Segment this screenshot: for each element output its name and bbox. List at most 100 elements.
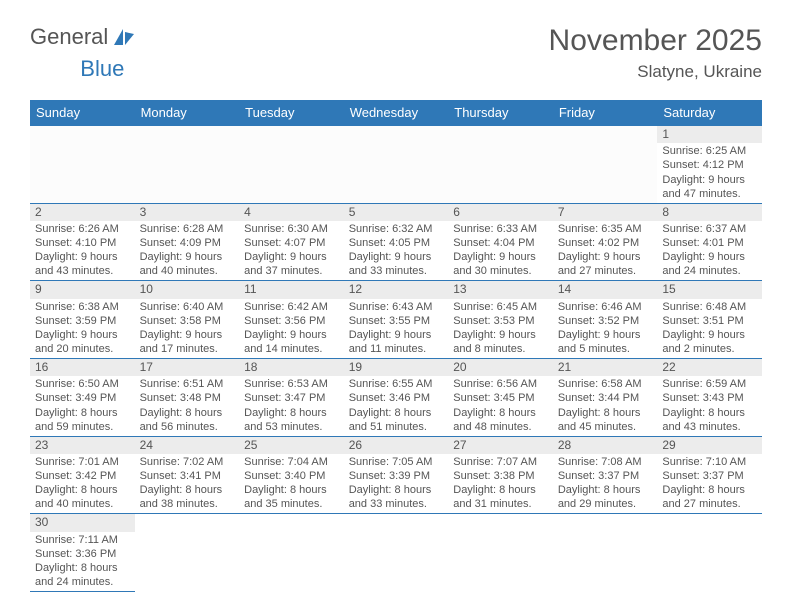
- daylight: Daylight: 9 hours and 8 minutes.: [453, 328, 548, 356]
- daylight: Daylight: 8 hours and 45 minutes.: [558, 406, 653, 434]
- daylight: Daylight: 9 hours and 37 minutes.: [244, 250, 339, 278]
- dow-header: Sunday: [30, 100, 135, 126]
- day-body: Sunrise: 6:56 AMSunset: 3:45 PMDaylight:…: [448, 376, 553, 435]
- calendar-cell: 1Sunrise: 6:25 AMSunset: 4:12 PMDaylight…: [657, 126, 762, 204]
- day-number: 25: [239, 437, 344, 454]
- calendar: SundayMondayTuesdayWednesdayThursdayFrid…: [30, 100, 762, 592]
- day-number: 5: [344, 204, 449, 221]
- sunrise: Sunrise: 6:51 AM: [140, 377, 235, 391]
- daylight: Daylight: 8 hours and 56 minutes.: [140, 406, 235, 434]
- sunset: Sunset: 3:40 PM: [244, 469, 339, 483]
- day-body: Sunrise: 6:26 AMSunset: 4:10 PMDaylight:…: [30, 221, 135, 280]
- day-body: Sunrise: 6:45 AMSunset: 3:53 PMDaylight:…: [448, 299, 553, 358]
- sunset: Sunset: 3:53 PM: [453, 314, 548, 328]
- sunrise: Sunrise: 6:55 AM: [349, 377, 444, 391]
- daylight: Daylight: 9 hours and 11 minutes.: [349, 328, 444, 356]
- calendar-cell-blank: ....: [239, 514, 344, 592]
- calendar-cell: 15Sunrise: 6:48 AMSunset: 3:51 PMDayligh…: [657, 281, 762, 359]
- day-number: 11: [239, 281, 344, 298]
- day-number: 1: [657, 126, 762, 143]
- calendar-cell-blank: [135, 126, 240, 204]
- daylight: Daylight: 8 hours and 53 minutes.: [244, 406, 339, 434]
- calendar-cell: 20Sunrise: 6:56 AMSunset: 3:45 PMDayligh…: [448, 359, 553, 437]
- daylight: Daylight: 9 hours and 2 minutes.: [662, 328, 757, 356]
- day-body: Sunrise: 6:35 AMSunset: 4:02 PMDaylight:…: [553, 221, 658, 280]
- day-body: Sunrise: 6:33 AMSunset: 4:04 PMDaylight:…: [448, 221, 553, 280]
- day-number: 12: [344, 281, 449, 298]
- day-body: Sunrise: 6:40 AMSunset: 3:58 PMDaylight:…: [135, 299, 240, 358]
- sunrise: Sunrise: 6:33 AM: [453, 222, 548, 236]
- sunset: Sunset: 4:04 PM: [453, 236, 548, 250]
- daylight: Daylight: 9 hours and 17 minutes.: [140, 328, 235, 356]
- sunset: Sunset: 3:38 PM: [453, 469, 548, 483]
- calendar-cell: 29Sunrise: 7:10 AMSunset: 3:37 PMDayligh…: [657, 436, 762, 514]
- calendar-cell: 11Sunrise: 6:42 AMSunset: 3:56 PMDayligh…: [239, 281, 344, 359]
- day-number: 19: [344, 359, 449, 376]
- daylight: Daylight: 9 hours and 33 minutes.: [349, 250, 444, 278]
- daylight: Daylight: 8 hours and 24 minutes.: [35, 561, 130, 589]
- sunset: Sunset: 3:37 PM: [558, 469, 653, 483]
- dow-header: Friday: [553, 100, 658, 126]
- daylight: Daylight: 9 hours and 43 minutes.: [35, 250, 130, 278]
- calendar-cell: 16Sunrise: 6:50 AMSunset: 3:49 PMDayligh…: [30, 359, 135, 437]
- daylight: Daylight: 8 hours and 29 minutes.: [558, 483, 653, 511]
- sunset: Sunset: 3:46 PM: [349, 391, 444, 405]
- day-number: 4: [239, 204, 344, 221]
- dow-header: Tuesday: [239, 100, 344, 126]
- calendar-cell: 6Sunrise: 6:33 AMSunset: 4:04 PMDaylight…: [448, 203, 553, 281]
- day-number: 10: [135, 281, 240, 298]
- sunrise: Sunrise: 6:40 AM: [140, 300, 235, 314]
- day-number: 17: [135, 359, 240, 376]
- day-number: 18: [239, 359, 344, 376]
- sunset: Sunset: 3:58 PM: [140, 314, 235, 328]
- calendar-cell: 9Sunrise: 6:38 AMSunset: 3:59 PMDaylight…: [30, 281, 135, 359]
- sunset: Sunset: 4:07 PM: [244, 236, 339, 250]
- sunrise: Sunrise: 7:11 AM: [35, 533, 130, 547]
- calendar-cell-blank: ....: [657, 514, 762, 592]
- daylight: Daylight: 8 hours and 48 minutes.: [453, 406, 548, 434]
- sunrise: Sunrise: 6:25 AM: [662, 144, 757, 158]
- calendar-cell: 26Sunrise: 7:05 AMSunset: 3:39 PMDayligh…: [344, 436, 449, 514]
- daylight: Daylight: 9 hours and 5 minutes.: [558, 328, 653, 356]
- calendar-row: 30Sunrise: 7:11 AMSunset: 3:36 PMDayligh…: [30, 514, 762, 592]
- sunrise: Sunrise: 6:45 AM: [453, 300, 548, 314]
- sunrise: Sunrise: 6:38 AM: [35, 300, 130, 314]
- calendar-cell: 19Sunrise: 6:55 AMSunset: 3:46 PMDayligh…: [344, 359, 449, 437]
- day-number: 7: [553, 204, 658, 221]
- sunset: Sunset: 3:48 PM: [140, 391, 235, 405]
- sunrise: Sunrise: 6:32 AM: [349, 222, 444, 236]
- day-number: 27: [448, 437, 553, 454]
- sunset: Sunset: 4:05 PM: [349, 236, 444, 250]
- day-number: 13: [448, 281, 553, 298]
- day-body: Sunrise: 6:25 AMSunset: 4:12 PMDaylight:…: [657, 143, 762, 202]
- calendar-cell-blank: ....: [448, 514, 553, 592]
- brand-part2: Blue: [80, 56, 124, 81]
- day-body: Sunrise: 6:43 AMSunset: 3:55 PMDaylight:…: [344, 299, 449, 358]
- calendar-cell: 18Sunrise: 6:53 AMSunset: 3:47 PMDayligh…: [239, 359, 344, 437]
- day-number: 21: [553, 359, 658, 376]
- daylight: Daylight: 9 hours and 14 minutes.: [244, 328, 339, 356]
- day-number: 24: [135, 437, 240, 454]
- sunrise: Sunrise: 7:04 AM: [244, 455, 339, 469]
- daylight: Daylight: 9 hours and 24 minutes.: [662, 250, 757, 278]
- day-number: 9: [30, 281, 135, 298]
- sunrise: Sunrise: 6:53 AM: [244, 377, 339, 391]
- calendar-row: 2Sunrise: 6:26 AMSunset: 4:10 PMDaylight…: [30, 203, 762, 281]
- daylight: Daylight: 9 hours and 40 minutes.: [140, 250, 235, 278]
- title-block: November 2025 Slatyne, Ukraine: [549, 24, 762, 82]
- daylight: Daylight: 8 hours and 51 minutes.: [349, 406, 444, 434]
- sunset: Sunset: 3:41 PM: [140, 469, 235, 483]
- sunset: Sunset: 3:51 PM: [662, 314, 757, 328]
- day-body: Sunrise: 7:05 AMSunset: 3:39 PMDaylight:…: [344, 454, 449, 513]
- daylight: Daylight: 8 hours and 27 minutes.: [662, 483, 757, 511]
- day-number: 28: [553, 437, 658, 454]
- sunrise: Sunrise: 6:58 AM: [558, 377, 653, 391]
- daylight: Daylight: 8 hours and 38 minutes.: [140, 483, 235, 511]
- month-title: November 2025: [549, 24, 762, 58]
- day-body: Sunrise: 6:48 AMSunset: 3:51 PMDaylight:…: [657, 299, 762, 358]
- calendar-row: 9Sunrise: 6:38 AMSunset: 3:59 PMDaylight…: [30, 281, 762, 359]
- sunset: Sunset: 3:37 PM: [662, 469, 757, 483]
- sunset: Sunset: 3:36 PM: [35, 547, 130, 561]
- location: Slatyne, Ukraine: [549, 62, 762, 82]
- day-body: Sunrise: 7:01 AMSunset: 3:42 PMDaylight:…: [30, 454, 135, 513]
